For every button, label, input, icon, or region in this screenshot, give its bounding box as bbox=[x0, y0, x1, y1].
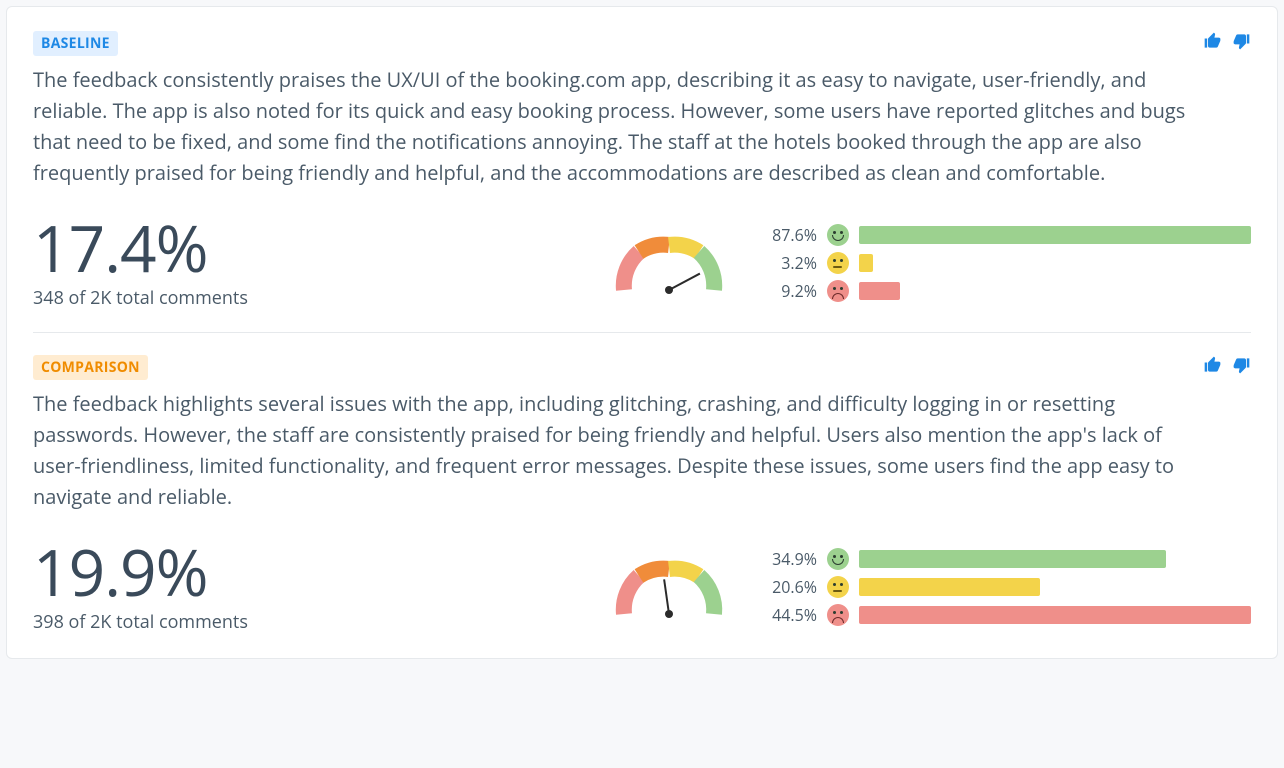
baseline-section: BASELINE The feedback consistently prais… bbox=[33, 31, 1251, 310]
sad-face-icon bbox=[827, 604, 849, 626]
comparison-left-stats: 19.9% 398 of 2K total comments bbox=[33, 540, 333, 634]
sentiment-bar bbox=[859, 282, 1251, 300]
happy-face-icon bbox=[827, 548, 849, 570]
sentiment-row-happy: 34.9% bbox=[761, 548, 1251, 570]
feedback-icons bbox=[1203, 31, 1251, 51]
sentiment-bar bbox=[859, 254, 1251, 272]
baseline-left-stats: 17.4% 348 of 2K total comments bbox=[33, 216, 333, 310]
sentiment-bar bbox=[859, 550, 1251, 568]
sentiment-bar bbox=[859, 226, 1251, 244]
thumbs-down-icon[interactable] bbox=[1231, 355, 1251, 375]
sentiment-percent-label: 20.6% bbox=[761, 576, 817, 598]
sentiment-row-happy: 87.6% bbox=[761, 224, 1251, 246]
sentiment-row-sad: 9.2% bbox=[761, 280, 1251, 302]
thumbs-up-icon[interactable] bbox=[1203, 31, 1223, 51]
comparison-section: COMPARISON The feedback highlights sever… bbox=[33, 355, 1251, 634]
baseline-summary: The feedback consistently praises the UX… bbox=[33, 64, 1213, 188]
neutral-face-icon bbox=[827, 576, 849, 598]
feedback-card: BASELINE The feedback consistently prais… bbox=[6, 6, 1278, 659]
section-divider bbox=[33, 332, 1251, 333]
sentiment-percent-label: 9.2% bbox=[761, 280, 817, 302]
comparison-sentiment: 34.9% 20.6% 44.5% bbox=[761, 548, 1251, 626]
thumbs-up-icon[interactable] bbox=[1203, 355, 1223, 375]
feedback-icons bbox=[1203, 355, 1251, 375]
baseline-percent: 17.4% bbox=[33, 216, 333, 280]
comparison-summary: The feedback highlights several issues w… bbox=[33, 388, 1213, 512]
thumbs-down-icon[interactable] bbox=[1231, 31, 1251, 51]
sad-face-icon bbox=[827, 280, 849, 302]
baseline-stats-row: 17.4% 348 of 2K total comments 87.6% 3.2%… bbox=[33, 216, 1251, 310]
sentiment-percent-label: 87.6% bbox=[761, 224, 817, 246]
sentiment-bar bbox=[859, 606, 1251, 624]
comparison-stats-row: 19.9% 398 of 2K total comments 34.9% 20.6… bbox=[33, 540, 1251, 634]
baseline-subcount: 348 of 2K total comments bbox=[33, 286, 333, 310]
sentiment-bar bbox=[859, 578, 1251, 596]
comparison-percent: 19.9% bbox=[33, 540, 333, 604]
comparison-gauge bbox=[609, 544, 729, 630]
baseline-sentiment: 87.6% 3.2% 9.2% bbox=[761, 224, 1251, 302]
neutral-face-icon bbox=[827, 252, 849, 274]
comparison-tag: COMPARISON bbox=[33, 355, 148, 380]
sentiment-row-neutral: 20.6% bbox=[761, 576, 1251, 598]
sentiment-row-sad: 44.5% bbox=[761, 604, 1251, 626]
sentiment-row-neutral: 3.2% bbox=[761, 252, 1251, 274]
sentiment-percent-label: 44.5% bbox=[761, 604, 817, 626]
sentiment-percent-label: 34.9% bbox=[761, 548, 817, 570]
happy-face-icon bbox=[827, 224, 849, 246]
baseline-tag: BASELINE bbox=[33, 31, 118, 56]
comparison-subcount: 398 of 2K total comments bbox=[33, 610, 333, 634]
baseline-gauge bbox=[609, 220, 729, 306]
sentiment-percent-label: 3.2% bbox=[761, 252, 817, 274]
